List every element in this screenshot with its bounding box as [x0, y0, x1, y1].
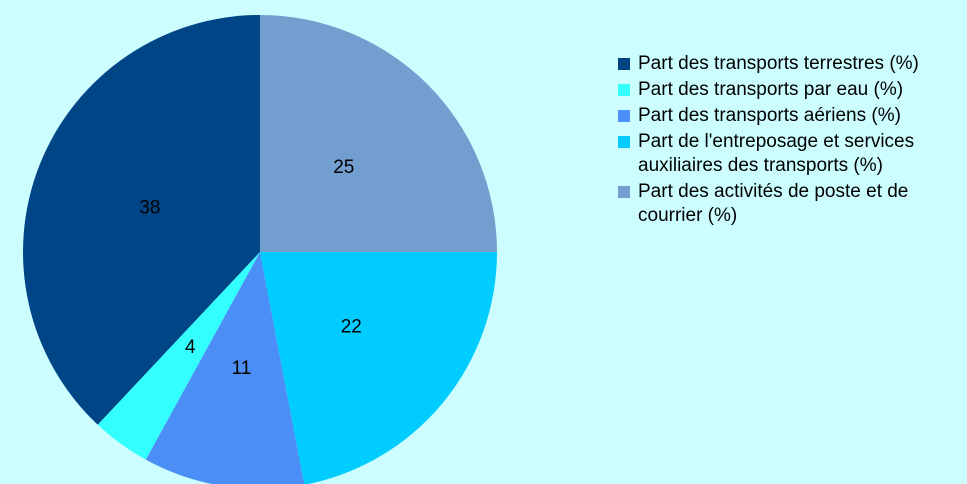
- pie-slice: [145, 252, 305, 484]
- legend-swatch: [618, 136, 630, 148]
- data-label: 25: [333, 157, 354, 178]
- legend-item: Part des transports aériens (%): [618, 104, 963, 128]
- legend-swatch: [618, 58, 630, 70]
- legend-label: Part des transports par eau (%): [638, 79, 904, 100]
- pie-slice: [97, 252, 261, 460]
- legend-label: Part de l'entreposage et services auxili…: [638, 131, 915, 176]
- legend-swatch: [618, 110, 630, 122]
- pie-slice: [260, 15, 497, 252]
- legend-item: Part des transports terrestres (%): [618, 52, 963, 76]
- legend: Part des transports terrestres (%) Part d…: [618, 52, 963, 230]
- legend-item: Part de l'entreposage et services auxili…: [618, 130, 963, 178]
- legend-label: Part des transports aériens (%): [638, 105, 901, 126]
- data-label: 4: [185, 337, 196, 358]
- legend-label: Part des transports terrestres (%): [638, 53, 919, 74]
- pie-slice: [22, 15, 260, 425]
- data-label: 11: [232, 358, 252, 379]
- pie-slice: [260, 252, 497, 484]
- legend-item: Part des activités de poste et de courri…: [618, 180, 963, 228]
- legend-label: Part des activités de poste et de courri…: [638, 181, 909, 226]
- legend-swatch: [618, 84, 630, 96]
- legend-item: Part des transports par eau (%): [618, 78, 963, 102]
- data-label: 22: [341, 317, 362, 338]
- data-label: 38: [139, 197, 160, 218]
- legend-swatch: [618, 186, 630, 198]
